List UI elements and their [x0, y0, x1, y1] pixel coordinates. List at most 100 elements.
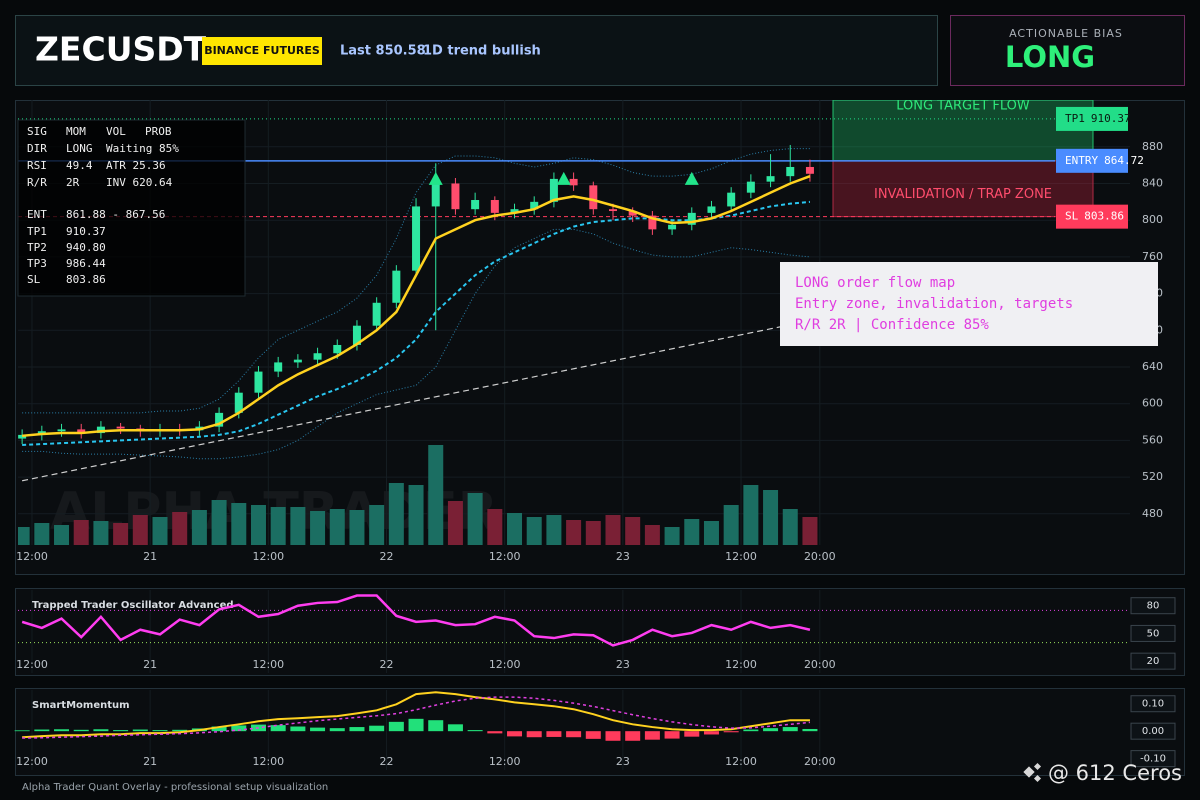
- volume-bar: [310, 511, 326, 545]
- main-axis: 48052056060064068072076080084088012:0021…: [16, 106, 1163, 563]
- info-cell: DIR: [27, 142, 47, 155]
- x-tick-label: 22: [380, 755, 394, 768]
- histogram-bar: [585, 731, 601, 739]
- histogram-bar: [310, 727, 326, 732]
- x-tick-label: 23: [616, 755, 630, 768]
- candle-body: [352, 325, 361, 345]
- volume-bar: [408, 485, 424, 545]
- candle-body: [490, 200, 499, 213]
- histogram-bar: [388, 721, 404, 732]
- histogram-bar: [54, 729, 70, 732]
- candle-body: [786, 166, 795, 177]
- volume-bar: [447, 501, 463, 545]
- info-cell: 49.4: [66, 159, 93, 172]
- credit-icon: [1023, 762, 1042, 783]
- badge-text: BINANCE FUTURES: [204, 44, 320, 57]
- candle-body: [431, 183, 440, 207]
- pane-title: Trapped Trader Oscillator Advanced: [32, 600, 234, 611]
- y-tick-box: [1130, 624, 1176, 642]
- volume-bar: [566, 520, 582, 545]
- candle-body: [510, 209, 519, 213]
- y-tick-label: 0.10: [1142, 699, 1164, 710]
- zone-label: INVALIDATION / TRAP ZONE: [874, 187, 1052, 202]
- candle-body: [57, 429, 66, 432]
- histogram-bar: [349, 727, 365, 732]
- y-tick-label: 840: [1142, 176, 1163, 189]
- volume-bar: [231, 503, 247, 545]
- info-cell: 861.88 - 867.56: [66, 208, 165, 221]
- histogram-bar: [329, 728, 345, 732]
- volume-bar: [507, 513, 523, 545]
- volume-bar: [684, 519, 700, 545]
- candle-body: [549, 178, 558, 202]
- candle-body: [727, 192, 736, 207]
- annotation-line: Entry zone, invalidation, targets: [795, 296, 1073, 312]
- level-tag: [1056, 106, 1128, 131]
- bias-value: LONG: [1005, 40, 1095, 74]
- volume-bar: [191, 510, 207, 545]
- slow-ma: [22, 200, 811, 446]
- trendline: [22, 324, 791, 482]
- y-tick-label: 520: [1142, 470, 1163, 483]
- histogram-bar: [369, 725, 385, 732]
- info-cell: 2R: [66, 176, 80, 189]
- candle-body: [116, 426, 125, 429]
- volume-bar: [388, 483, 404, 545]
- y-tick-label: 0.00: [1142, 726, 1164, 737]
- candle-body: [254, 371, 263, 393]
- info-cell: Waiting 85%: [106, 142, 179, 155]
- info-rows: SIG MOM VOL PROB DIR LONG Waiting 85% RSI 49.4 AT…: [27, 125, 179, 286]
- volume-bar: [802, 517, 818, 545]
- y-tick-label: 560: [1142, 433, 1163, 446]
- histogram-bar: [802, 728, 818, 732]
- signal-arrow: [428, 171, 443, 185]
- histogram-bar: [132, 729, 148, 732]
- info-cell: 910.37: [66, 225, 106, 238]
- volume-bar: [93, 521, 109, 545]
- histogram-bar: [566, 731, 582, 738]
- level-tag-value: 910.37: [1091, 112, 1131, 125]
- oscillator-pane: [15, 588, 1185, 676]
- candle-body: [234, 392, 243, 413]
- x-tick-label: 12:00: [16, 755, 48, 768]
- histogram-bar: [743, 729, 759, 732]
- momentum-line: [22, 696, 811, 739]
- oscillator-line: [21, 594, 811, 647]
- trend: 1D trend bullish: [423, 44, 541, 59]
- level-tag: [1056, 204, 1128, 229]
- candle-body: [648, 215, 657, 230]
- x-tick-label: 21: [143, 550, 157, 563]
- candle-body: [392, 270, 401, 303]
- info-panel: [17, 119, 246, 297]
- candle-body: [274, 362, 283, 372]
- volume-bar: [782, 509, 798, 545]
- level-tag-text: ENTRY 864.72: [1065, 154, 1144, 167]
- invalidation-zone: [832, 160, 1094, 218]
- volume-bar: [703, 521, 719, 545]
- symbol: ZECUSDT: [35, 30, 207, 69]
- volume-bar: [132, 515, 148, 545]
- y-tick-box: [1130, 652, 1176, 670]
- momentum-line: [22, 691, 810, 739]
- y-tick-label: 800: [1142, 213, 1163, 226]
- volume-bar: [113, 523, 129, 545]
- candle-body: [451, 183, 460, 210]
- info-cell: VOL: [106, 125, 126, 138]
- y-tick-label: 20: [1147, 656, 1160, 667]
- annotation-box: [780, 262, 1158, 346]
- info-cell: INV 620.64: [106, 176, 173, 189]
- footer: Alpha Trader Quant Overlay - professiona…: [22, 782, 328, 793]
- momentum: SmartMomentum 0.10 0.00 -0.10 12:00 21 12:00 22…: [14, 690, 1176, 770]
- histogram-bar: [507, 731, 523, 737]
- pane-title: SmartMomentum: [32, 700, 130, 711]
- x-tick-label: 20:00: [804, 658, 836, 671]
- volume-bar: [763, 490, 779, 545]
- candle-body: [77, 429, 86, 434]
- histogram-bar: [664, 731, 680, 739]
- candle-body: [608, 209, 617, 212]
- info-cell: 986.44: [66, 257, 106, 270]
- volume-bar: [605, 515, 621, 545]
- y-tick-box: [1130, 597, 1176, 615]
- histogram-bar: [684, 731, 700, 737]
